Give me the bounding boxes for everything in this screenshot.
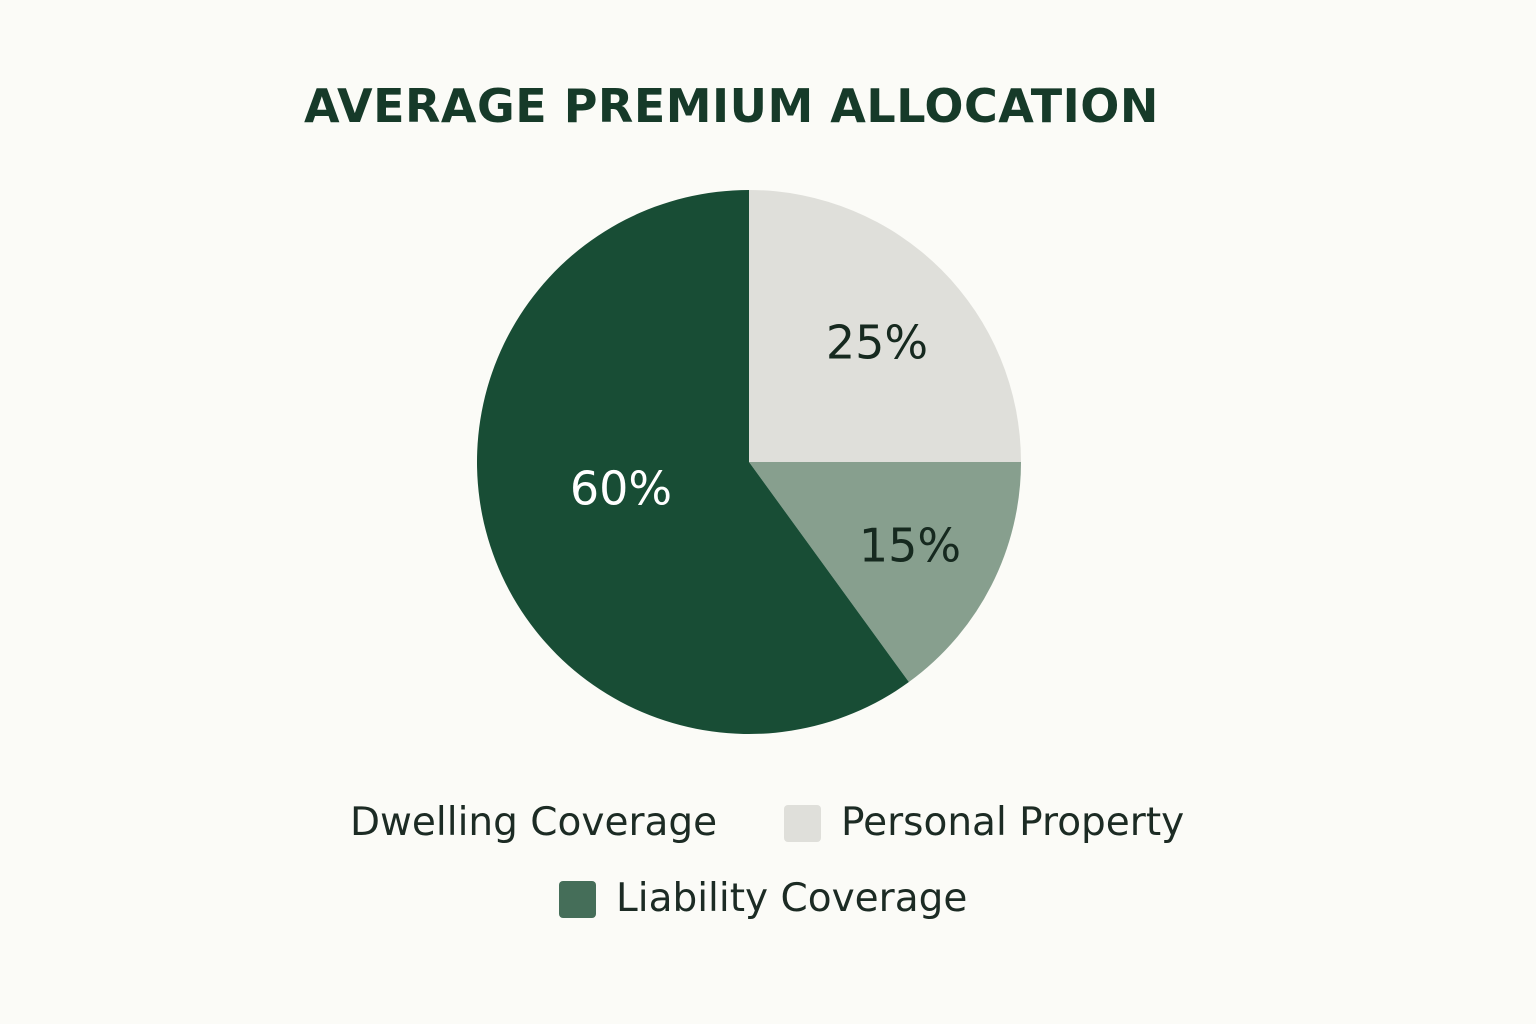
pie-value-labels: 60% 25% 15% bbox=[570, 316, 961, 573]
pie-slice-liability-coverage bbox=[749, 462, 1021, 683]
pie-slice-dwelling-coverage bbox=[476, 190, 909, 734]
chart-title: AVERAGE PREMIUM ALLOCATION bbox=[304, 79, 1159, 133]
pie-slices bbox=[476, 190, 1021, 734]
legend-label-dwelling-coverage: Dwelling Coverage bbox=[350, 800, 718, 845]
pie-label-liability-coverage: 15% bbox=[859, 519, 961, 573]
pie-label-personal-property: 25% bbox=[826, 316, 928, 370]
legend-item-liability-coverage: Liability Coverage bbox=[559, 879, 967, 919]
legend-label-liability-coverage: Liability Coverage bbox=[616, 876, 968, 921]
pie-label-dwelling-coverage: 60% bbox=[570, 462, 672, 516]
legend-label-personal-property: Personal Property bbox=[841, 800, 1185, 845]
pie-slice-personal-property bbox=[749, 190, 1021, 462]
legend-item-dwelling-coverage: Dwelling Coverage bbox=[350, 803, 717, 843]
legend-item-personal-property: Personal Property bbox=[784, 803, 1184, 843]
legend-swatch-liability-coverage bbox=[559, 880, 596, 918]
legend-swatch-personal-property bbox=[784, 804, 821, 842]
